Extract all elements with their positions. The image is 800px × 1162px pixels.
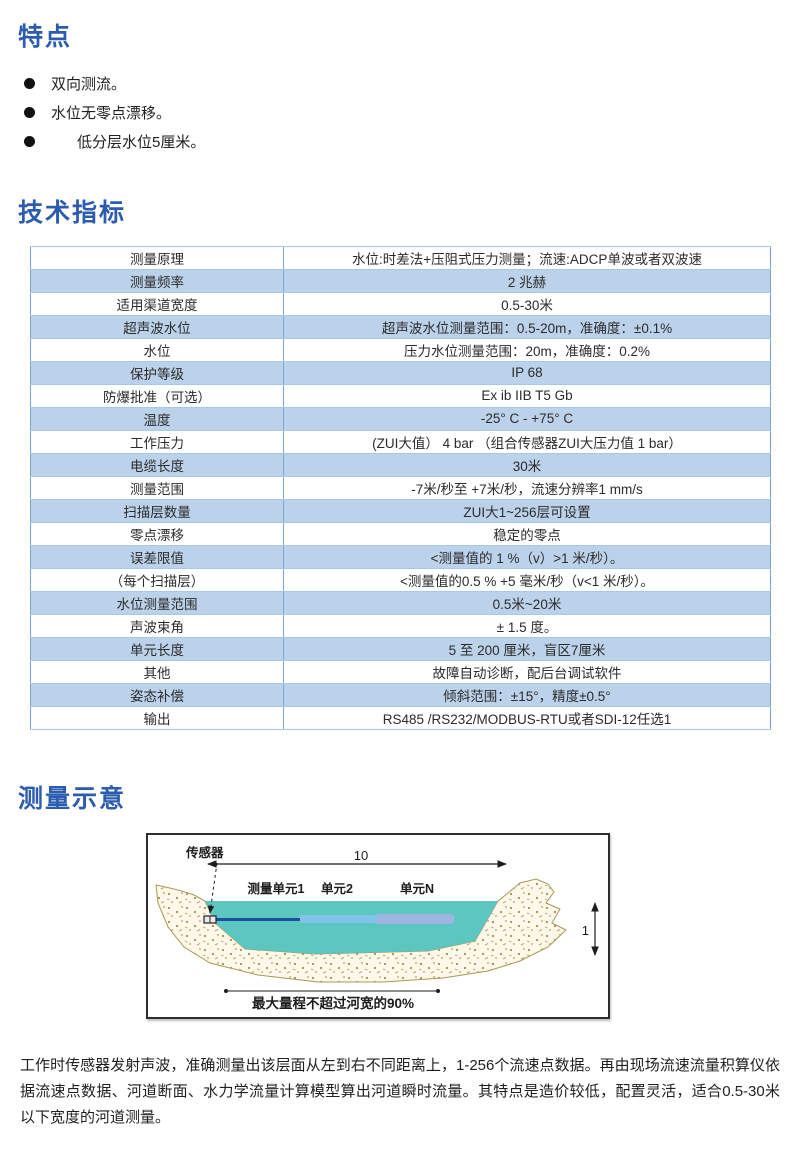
spec-row: 水位 压力水位测量范围：20m，准确度：0.2%: [30, 337, 771, 362]
unit2-label: 单元2: [321, 881, 353, 896]
spec-row: 保护等级 IP 68: [30, 360, 771, 385]
spec-value: ± 1.5 度。: [283, 613, 771, 638]
sensor-leader-line: [207, 862, 218, 914]
spec-value: <测量值的 1 %（v）>1 米/秒）。: [283, 544, 771, 569]
spec-label: 零点漂移: [30, 521, 284, 546]
spec-value: 0.5米~20米: [283, 590, 771, 615]
spec-value: 5 至 200 厘米，盲区7厘米: [283, 636, 771, 661]
beam-far-cell: [373, 913, 455, 924]
spec-label: 防爆批准（可选）: [30, 383, 284, 408]
spec-row: 测量频率 2 兆赫: [30, 268, 771, 293]
feature-item: 双向测流。: [22, 69, 782, 98]
spec-value: IP 68: [283, 360, 771, 385]
spec-row: 扫描层数量 ZUI大1~256层可设置: [30, 498, 771, 523]
river-cross-section-figure: 传感器 10 测量单元1 单元2 单元N 1 最大量程不超过河宽的90%: [155, 845, 599, 1011]
spec-value: RS485 /RS232/MODBUS-RTU或者SDI-12任选1: [283, 705, 771, 730]
spec-label: 测量原理: [30, 245, 284, 270]
spec-label: 其他: [30, 659, 284, 684]
spec-label: （每个扫描层）: [30, 567, 284, 592]
spec-row: 姿态补偿 倾斜范围：±15°，精度±0.5°: [30, 682, 771, 707]
spec-row: 工作压力 (ZUI大值） 4 bar （组合传感器ZUI大压力值 1 bar）: [30, 429, 771, 454]
spec-row: 测量范围 -7米/秒至 +7米/秒，流速分辨率1 mm/s: [30, 475, 771, 500]
spec-label: 扫描层数量: [30, 498, 284, 523]
spec-value: <测量值的0.5 % +5 毫米/秒（v<1 米/秒）。: [283, 567, 771, 592]
spec-row: 单元长度 5 至 200 厘米，盲区7厘米: [30, 636, 771, 661]
measurement-diagram: 传感器 10 测量单元1 单元2 单元N 1 最大量程不超过河宽的90%: [146, 832, 610, 1019]
spec-label: 姿态补偿: [30, 682, 284, 707]
spec-label: 测量频率: [30, 268, 284, 293]
bullet-icon: [24, 107, 35, 119]
spec-value: 30米: [283, 452, 771, 477]
range-line-endpoint: [436, 988, 440, 993]
spec-value: -25° C - +75° C: [283, 406, 771, 431]
spec-value: ZUI大1~256层可设置: [283, 498, 771, 523]
spec-row: 温度 -25° C - +75° C: [30, 406, 771, 431]
spec-row: 测量原理 水位:时差法+压阻式压力测量；流速:ADCP单波或者双波速: [30, 245, 771, 270]
spec-row: 其他 故障自动诊断，配后台调试软件: [30, 659, 771, 684]
spec-label: 电缆长度: [30, 452, 284, 477]
spec-label: 输出: [30, 705, 284, 730]
river-bank: [155, 878, 567, 983]
spec-row: （每个扫描层） <测量值的0.5 % +5 毫米/秒（v<1 米/秒）。: [30, 567, 771, 592]
spec-value: 超声波水位测量范围：0.5-20m，准确度：±0.1%: [283, 314, 771, 339]
spec-row: 防爆批准（可选） Ex ib IIB T5 Gb: [30, 383, 771, 408]
spec-label: 水位: [30, 337, 284, 362]
specs-section: 技术指标 测量原理 水位:时差法+压阻式压力测量；流速:ADCP单波或者双波速 测…: [18, 198, 782, 730]
spec-label: 水位测量范围: [30, 590, 284, 615]
bullet-icon: [24, 136, 35, 148]
description-text: 工作时传感器发射声波，准确测量出该层面从左到右不同距离上，1-256个流速点数据…: [20, 1056, 780, 1127]
spec-value: 2 兆赫: [283, 268, 771, 293]
feature-text: 双向测流。: [51, 76, 127, 94]
spec-value: (ZUI大值） 4 bar （组合传感器ZUI大压力值 1 bar）: [283, 429, 771, 454]
spec-value: 稳定的零点: [283, 521, 771, 546]
spec-value: 故障自动诊断，配后台调试软件: [283, 659, 771, 684]
spec-row: 水位测量范围 0.5米~20米: [30, 590, 771, 615]
spec-label: 超声波水位: [30, 314, 284, 339]
unit1-label: 测量单元1: [248, 881, 305, 896]
features-heading: 特点: [18, 23, 73, 51]
spec-row: 适用渠道宽度 0.5-30米: [30, 291, 771, 316]
spec-value: 倾斜范围：±15°，精度±0.5°: [283, 682, 771, 707]
spec-label: 工作压力: [30, 429, 284, 454]
spec-row: 零点漂移 稳定的零点: [30, 521, 771, 546]
bullet-icon: [24, 78, 35, 90]
spec-label: 适用渠道宽度: [30, 291, 284, 316]
diagram-section: 测量示意: [18, 784, 782, 1019]
features-list: 双向测流。 水位无零点漂移。 低分层水位5厘米。: [22, 69, 782, 156]
spec-label: 单元长度: [30, 636, 284, 661]
feature-item: 低分层水位5厘米。: [22, 127, 782, 156]
spec-value: 0.5-30米: [283, 291, 771, 316]
spec-row: 电缆长度 30米: [30, 452, 771, 477]
feature-item: 水位无零点漂移。: [22, 98, 782, 127]
unitN-label: 单元N: [400, 881, 434, 896]
feature-text: 低分层水位5厘米。: [77, 134, 206, 152]
spec-label: 声波束角: [30, 613, 284, 638]
spec-value: 水位:时差法+压阻式压力测量；流速:ADCP单波或者双波速: [283, 245, 771, 270]
range-line-endpoint: [224, 988, 228, 993]
spec-value: 压力水位测量范围：20m，准确度：0.2%: [283, 337, 771, 362]
spec-value: Ex ib IIB T5 Gb: [283, 383, 771, 408]
spec-row: 声波束角 ± 1.5 度。: [30, 613, 771, 638]
feature-text: 水位无零点漂移。: [51, 105, 172, 123]
beam-mid-cell: [298, 914, 378, 923]
range-note: 最大量程不超过河宽的90%: [252, 995, 414, 1011]
specs-heading: 技术指标: [18, 199, 127, 228]
spec-label: 误差限值: [30, 544, 284, 569]
specs-table: 测量原理 水位:时差法+压阻式压力测量；流速:ADCP单波或者双波速 测量频率 2 …: [30, 245, 771, 730]
spec-label: 温度: [30, 406, 284, 431]
spec-label: 测量范围: [30, 475, 284, 500]
width-dimension-value: 10: [354, 848, 368, 863]
sensor-label: 传感器: [185, 845, 224, 860]
spec-row: 超声波水位 超声波水位测量范围：0.5-20m，准确度：±0.1%: [30, 314, 771, 339]
spec-row: 误差限值 <测量值的 1 %（v）>1 米/秒）。: [30, 544, 771, 569]
spec-row: 输出 RS485 /RS232/MODBUS-RTU或者SDI-12任选1: [30, 705, 771, 730]
spec-value: -7米/秒至 +7米/秒，流速分辨率1 mm/s: [283, 475, 771, 500]
spec-label: 保护等级: [30, 360, 284, 385]
diagram-heading: 测量示意: [18, 784, 127, 813]
depth-dimension-value: 1: [582, 923, 589, 938]
